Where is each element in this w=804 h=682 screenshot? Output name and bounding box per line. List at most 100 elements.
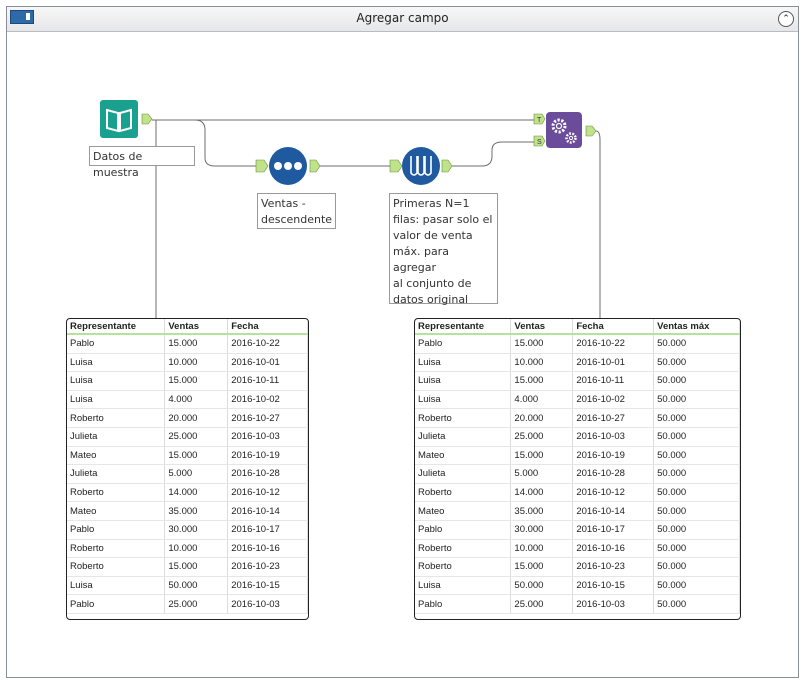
table-cell: 2016-10-16	[227, 539, 308, 559]
table-row[interactable]: Luisa 15.000 2016-10-11 50.000	[415, 371, 740, 391]
table-row[interactable]: Roberto 15.000 2016-10-23	[67, 557, 308, 577]
table-row[interactable]: Roberto 10.000 2016-10-16	[67, 539, 308, 559]
table-row[interactable]: Pablo 30.000 2016-10-17	[67, 520, 308, 540]
table-row[interactable]: Luisa 15.000 2016-10-11	[67, 371, 308, 391]
table-row[interactable]: Pablo 15.000 2016-10-22 50.000	[415, 334, 740, 354]
table-row[interactable]: Luisa 50.000 2016-10-15 50.000	[415, 576, 740, 596]
column-header[interactable]: Ventas	[164, 319, 229, 335]
table-cell: Roberto	[415, 557, 512, 577]
table-row[interactable]: Roberto 14.000 2016-10-12 50.000	[415, 483, 740, 503]
table-row[interactable]: Luisa 4.000 2016-10-02 50.000	[415, 390, 740, 410]
table-cell: Pablo	[415, 334, 512, 354]
table-cell: 2016-10-22	[572, 334, 655, 354]
column-header[interactable]: Fecha	[572, 319, 655, 335]
table-cell: 2016-10-14	[572, 501, 655, 521]
table-row[interactable]: Roberto 20.000 2016-10-27 50.000	[415, 408, 740, 428]
target-anchor[interactable]	[533, 113, 546, 125]
table-cell: 50.000	[653, 371, 740, 391]
table-row[interactable]: Roberto 14.000 2016-10-12	[67, 483, 308, 503]
table-row[interactable]: Pablo 15.000 2016-10-22	[67, 334, 308, 354]
append-fields-tool[interactable]: T S	[533, 112, 597, 148]
table-cell: 2016-10-19	[572, 446, 655, 466]
input-anchor[interactable]	[389, 159, 403, 173]
table-cell: 25.000	[510, 594, 574, 614]
table-row[interactable]: Mateo 35.000 2016-10-14	[67, 501, 308, 521]
table-row[interactable]: Pablo 30.000 2016-10-17 50.000	[415, 520, 740, 540]
table-row[interactable]: Mateo 35.000 2016-10-14 50.000	[415, 501, 740, 521]
input-anchor[interactable]	[255, 159, 269, 173]
table-cell: Julieta	[415, 427, 512, 447]
table-cell: 15.000	[164, 371, 229, 391]
column-header[interactable]: Fecha	[227, 319, 308, 335]
table-cell: 15.000	[164, 557, 229, 577]
table-cell: 10.000	[510, 539, 574, 559]
column-header[interactable]: Representante	[415, 319, 512, 335]
output-anchor[interactable]	[141, 113, 153, 125]
table-cell: Roberto	[415, 483, 512, 503]
collapse-button[interactable]: ⌃	[778, 11, 794, 27]
output-anchor[interactable]	[585, 125, 597, 137]
table-row[interactable]: Luisa 50.000 2016-10-15	[67, 576, 308, 596]
table-cell: 2016-10-22	[227, 334, 308, 354]
table-cell: 2016-10-12	[572, 483, 655, 503]
table-cell: Luisa	[415, 576, 512, 596]
table-cell: Luisa	[67, 371, 166, 391]
table-cell: 2016-10-12	[227, 483, 308, 503]
table-cell: 50.000	[653, 539, 740, 559]
column-header[interactable]: Representante	[67, 319, 166, 335]
table-cell: 2016-10-01	[227, 353, 308, 373]
table-cell: 20.000	[164, 408, 229, 428]
table-cell: Mateo	[415, 446, 512, 466]
table-row[interactable]: Roberto 20.000 2016-10-27	[67, 408, 308, 428]
table-row[interactable]: Mateo 15.000 2016-10-19 50.000	[415, 446, 740, 466]
output-browse-table[interactable]: Representante Ventas Fecha Ventas máx Pablo…	[414, 318, 741, 620]
data-grid: Representante Ventas Fecha Pablo 15.000 2016…	[67, 319, 308, 614]
table-cell: 15.000	[164, 446, 229, 466]
sample-tool[interactable]	[389, 147, 453, 185]
table-cell: 50.000	[653, 520, 740, 540]
table-cell: 2016-10-28	[227, 464, 308, 484]
table-row[interactable]: Luisa 4.000 2016-10-02	[67, 390, 308, 410]
table-cell: 50.000	[653, 446, 740, 466]
column-header[interactable]: Ventas máx	[653, 319, 740, 335]
input-data-tool[interactable]	[100, 100, 153, 138]
table-cell: 50.000	[510, 576, 574, 596]
table-row[interactable]: Julieta 25.000 2016-10-03	[67, 427, 308, 447]
data-grid: Representante Ventas Fecha Ventas máx Pablo…	[415, 319, 740, 614]
table-row[interactable]: Luisa 10.000 2016-10-01	[67, 353, 308, 373]
table-cell: Mateo	[67, 446, 166, 466]
gears-icon	[551, 118, 577, 144]
dots-icon	[274, 162, 302, 170]
table-row[interactable]: Julieta 5.000 2016-10-28 50.000	[415, 464, 740, 484]
table-row[interactable]: Luisa 10.000 2016-10-01 50.000	[415, 353, 740, 373]
table-cell: 25.000	[510, 427, 574, 447]
table-cell: Luisa	[67, 576, 166, 596]
table-row[interactable]: Mateo 15.000 2016-10-19	[67, 446, 308, 466]
table-cell: 10.000	[164, 539, 229, 559]
sort-tool[interactable]	[255, 147, 321, 185]
table-cell: Luisa	[415, 353, 512, 373]
table-row[interactable]: Julieta 25.000 2016-10-03 50.000	[415, 427, 740, 447]
table-row[interactable]: Roberto 10.000 2016-10-16 50.000	[415, 539, 740, 559]
book-icon	[106, 108, 132, 133]
table-row[interactable]: Pablo 25.000 2016-10-03 50.000	[415, 594, 740, 614]
table-row[interactable]: Julieta 5.000 2016-10-28	[67, 464, 308, 484]
input-browse-table[interactable]: Representante Ventas Fecha Pablo 15.000 2016…	[66, 318, 309, 620]
table-cell: 2016-10-15	[227, 576, 308, 596]
source-anchor[interactable]	[533, 135, 546, 147]
table-cell: 50.000	[653, 483, 740, 503]
table-cell: Julieta	[415, 464, 512, 484]
table-cell: 10.000	[164, 353, 229, 373]
table-cell: 25.000	[164, 594, 229, 614]
table-cell: 10.000	[510, 353, 574, 373]
column-header[interactable]: Ventas	[510, 319, 574, 335]
table-row[interactable]: Roberto 15.000 2016-10-23 50.000	[415, 557, 740, 577]
table-cell: 14.000	[510, 483, 574, 503]
table-cell: 50.000	[653, 353, 740, 373]
table-cell: 2016-10-03	[572, 594, 655, 614]
table-cell: Julieta	[67, 464, 166, 484]
table-row[interactable]: Pablo 25.000 2016-10-03	[67, 594, 308, 614]
output-anchor[interactable]	[309, 159, 321, 173]
output-anchor[interactable]	[441, 159, 453, 173]
title-bar: Agregar campo ⌃	[7, 7, 798, 32]
